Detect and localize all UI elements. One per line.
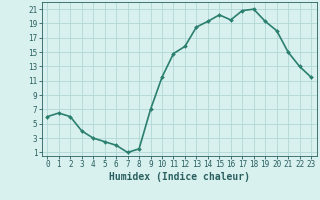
X-axis label: Humidex (Indice chaleur): Humidex (Indice chaleur)	[109, 172, 250, 182]
